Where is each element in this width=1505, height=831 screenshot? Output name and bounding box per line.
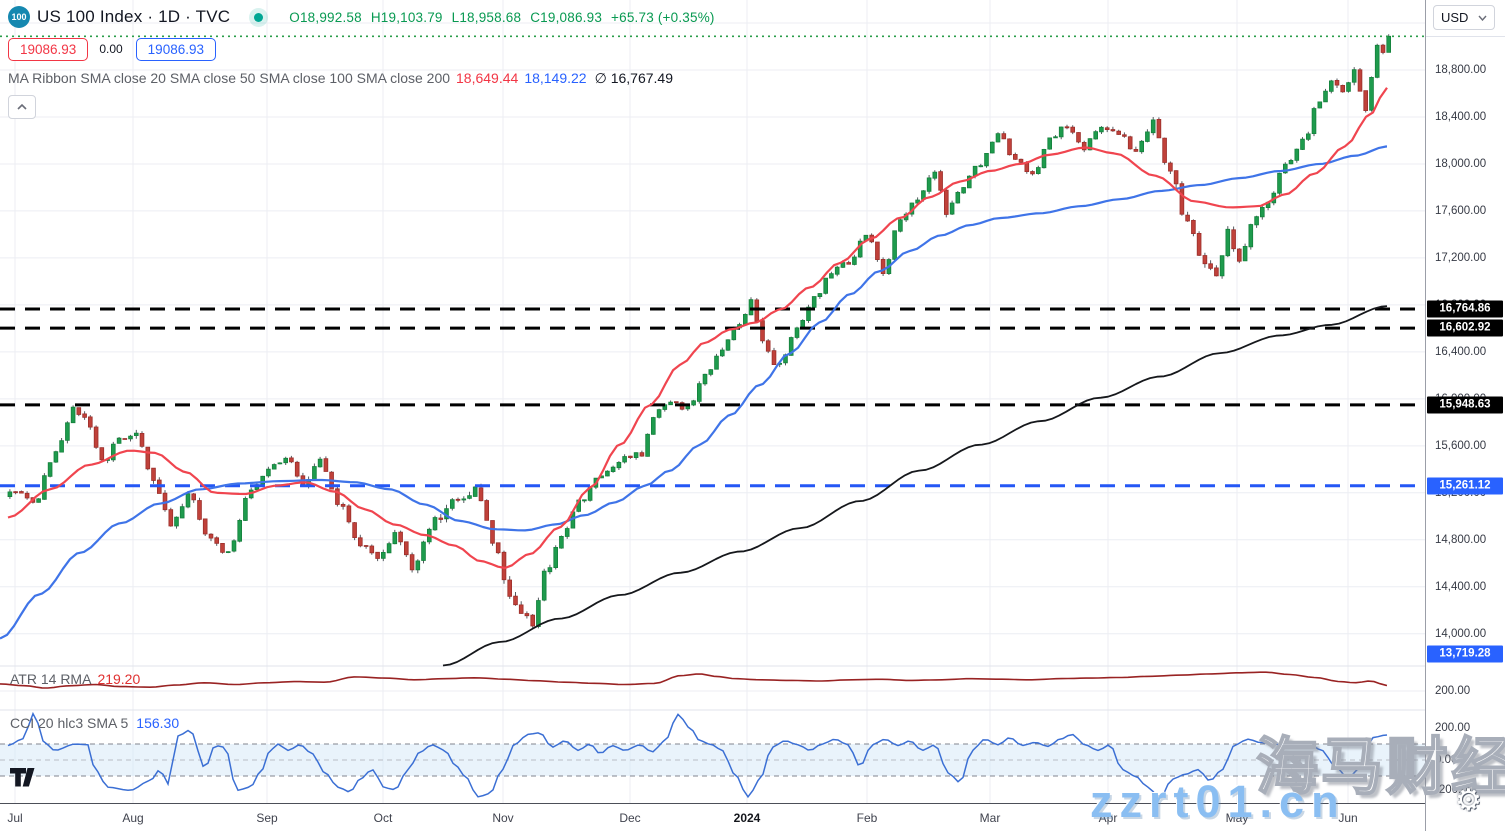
gridlines: [0, 0, 1425, 803]
time-axis-label-sep: Sep: [256, 811, 278, 825]
time-axis-label-oct: Oct: [373, 811, 393, 825]
collapse-legend-button[interactable]: [8, 95, 36, 119]
price-tick-label: 18,800.00: [1435, 64, 1487, 76]
chart-legend: 100 US 100 Index · 1D · TVC O18,992.58 H1…: [8, 4, 724, 119]
atr-tick-label: 200.00: [1435, 685, 1471, 697]
price-level-label: 16,764.86: [1427, 300, 1503, 318]
atr-pane-legend[interactable]: ATR 14 RMA 219.20: [10, 671, 140, 687]
cci-pane-legend[interactable]: CCI 20 hlc3 SMA 5 156.30: [10, 715, 179, 731]
ma-line-sma-200[interactable]: [442, 305, 1388, 667]
price-tick-label: 17,600.00: [1435, 204, 1487, 217]
pane-separators[interactable]: [0, 665, 1425, 711]
time-axis-label-jun: Jun: [1338, 811, 1358, 825]
ma-ribbon-label: MA Ribbon SMA close 20 SMA close 50 SMA …: [8, 70, 451, 86]
ma-red-value: 18,649.44: [456, 70, 519, 86]
time-axis-label-nov: Nov: [492, 811, 514, 825]
chevron-up-icon: [17, 104, 27, 110]
price-level-label: 15,261.12: [1427, 477, 1503, 495]
time-axis-label-may: May: [1225, 811, 1249, 825]
spread-value: 0.00: [97, 42, 125, 56]
high-value: H19,103.79: [370, 9, 443, 25]
atr-value: 219.20: [97, 671, 141, 687]
time-axis-label-jul: Jul: [7, 811, 23, 825]
cci-line[interactable]: [7, 711, 1388, 799]
cci-tick-label: 0.00: [1435, 754, 1458, 766]
price-tick-label: 18,000.00: [1435, 158, 1487, 170]
candlesticks: [7, 34, 1391, 629]
ma-avg-symbol: ∅: [594, 70, 607, 86]
currency-label: USD: [1441, 10, 1469, 25]
close-value: C19,086.93: [530, 9, 603, 25]
buy-price-box: 19086.93: [135, 37, 216, 61]
sell-price-box: 19086.93: [8, 37, 89, 61]
price-tick-label: 14,000.00: [1435, 627, 1487, 640]
cci-label: CCI 20 hlc3 SMA 5: [10, 715, 129, 731]
atr-line[interactable]: [0, 671, 1388, 689]
price-tick-label: 16,400.00: [1435, 345, 1487, 358]
price-tick-label: 15,600.00: [1435, 439, 1487, 452]
cci-value: 156.30: [136, 715, 180, 731]
ma-avg-value: 16,767.49: [610, 70, 673, 86]
axis-separator: [1426, 36, 1505, 37]
ohlc-values: O18,992.58 H19,103.79 L18,958.68 C19,086.93…: [289, 10, 723, 25]
market-status-icon: [254, 12, 264, 22]
time-axis-label-dec: Dec: [619, 811, 641, 825]
price-level-label: 16,602.92: [1427, 319, 1503, 337]
chevron-down-icon: [1478, 15, 1487, 21]
time-axis-label-2024: 2024: [733, 811, 761, 825]
low-value: L18,958.68: [451, 9, 522, 25]
atr-label: ATR 14 RMA: [10, 671, 92, 687]
change-value: +65.73 (+0.35%): [611, 9, 715, 25]
open-value: O18,992.58: [289, 9, 362, 25]
time-axis-label-aug: Aug: [122, 811, 144, 825]
ma-line-sma-20[interactable]: [7, 87, 1388, 570]
tradingview-logo-icon[interactable]: [10, 768, 40, 789]
time-axis-label-apr: Apr: [1098, 811, 1118, 825]
ma-ribbon-legend[interactable]: MA Ribbon SMA close 20 SMA close 50 SMA …: [8, 70, 724, 87]
chart-canvas[interactable]: [0, 0, 1425, 803]
time-axis-label-feb: Feb: [856, 811, 878, 825]
price-level-lines[interactable]: [0, 307, 1425, 488]
cci-tick-label: 200.00: [1435, 722, 1471, 734]
price-tick-label: 18,400.00: [1435, 111, 1487, 123]
price-axis[interactable]: USD 18,800.00 18,400.00 18,000.00 17,600.00…: [1425, 0, 1505, 831]
price-tick-label: 14,400.00: [1435, 580, 1487, 593]
ma-blue-value: 18,149.22: [524, 70, 587, 86]
price-tick-label: 14,800.00: [1435, 533, 1487, 546]
time-axis[interactable]: Jul Aug Sep Oct Nov Dec 2024 Feb Mar Apr May Jun: [0, 803, 1425, 831]
time-axis-label-mar: Mar: [979, 811, 1001, 825]
cci-tick-label: -200.00: [1435, 784, 1475, 796]
price-tick-label: 17,200.00: [1435, 251, 1487, 264]
price-level-label: 13,719.28: [1427, 645, 1503, 663]
price-level-label: 15,948.63: [1427, 396, 1503, 414]
symbol-logo-icon: 100: [8, 6, 30, 28]
symbol-title[interactable]: US 100 Index · 1D · TVC: [37, 7, 231, 26]
currency-selector[interactable]: USD: [1433, 5, 1495, 30]
ma-line-sma-50[interactable]: [0, 145, 1388, 640]
cci-guide-lines: [0, 743, 1425, 777]
